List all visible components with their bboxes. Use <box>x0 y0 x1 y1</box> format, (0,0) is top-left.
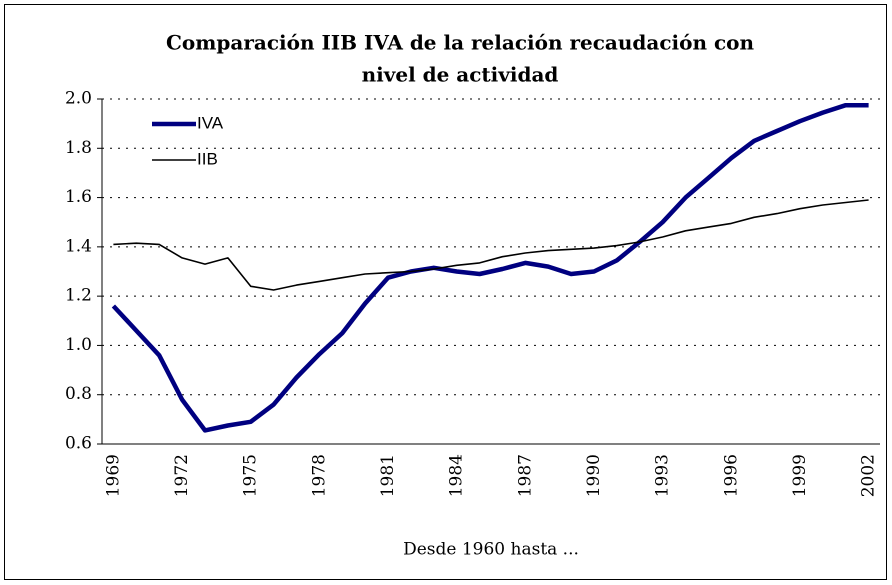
y-tick-label: 1.0 <box>65 335 92 355</box>
chart-title: Comparación IIB IVA de la relación recau… <box>166 31 755 55</box>
x-axis-label: Desde 1960 hasta ... <box>403 540 579 560</box>
line-series <box>111 102 869 433</box>
y-tick-label: 1.4 <box>65 236 92 256</box>
y-tick-label: 1.8 <box>65 138 92 158</box>
x-tick-label: 1978 <box>309 454 329 497</box>
chart-title: nivel de actividad <box>362 63 559 87</box>
y-tick-label: 0.8 <box>65 384 92 404</box>
x-tick-label: 1993 <box>653 454 673 497</box>
y-tick-label: 2.0 <box>65 89 92 109</box>
y-tick-label: 1.2 <box>65 286 92 306</box>
x-tick-label: 1996 <box>721 454 741 497</box>
x-tick-label: 1999 <box>790 454 810 497</box>
line-series <box>113 199 869 291</box>
y-tick-label: 0.6 <box>65 434 92 454</box>
x-tick-label: 1969 <box>103 454 123 497</box>
x-tick-label: 1981 <box>378 454 398 497</box>
x-tick-label: 1972 <box>172 454 192 497</box>
y-tick-label: 1.6 <box>65 187 92 207</box>
x-tick-label: 1987 <box>515 454 535 497</box>
legend-label: IIB <box>197 149 218 168</box>
legend-label: IVA <box>197 113 224 132</box>
x-tick-label: 1990 <box>584 454 604 497</box>
chart-border <box>4 4 887 580</box>
x-tick-label: 1984 <box>447 454 467 497</box>
x-tick-label: 2002 <box>859 454 879 497</box>
x-tick-label: 1975 <box>241 454 261 497</box>
